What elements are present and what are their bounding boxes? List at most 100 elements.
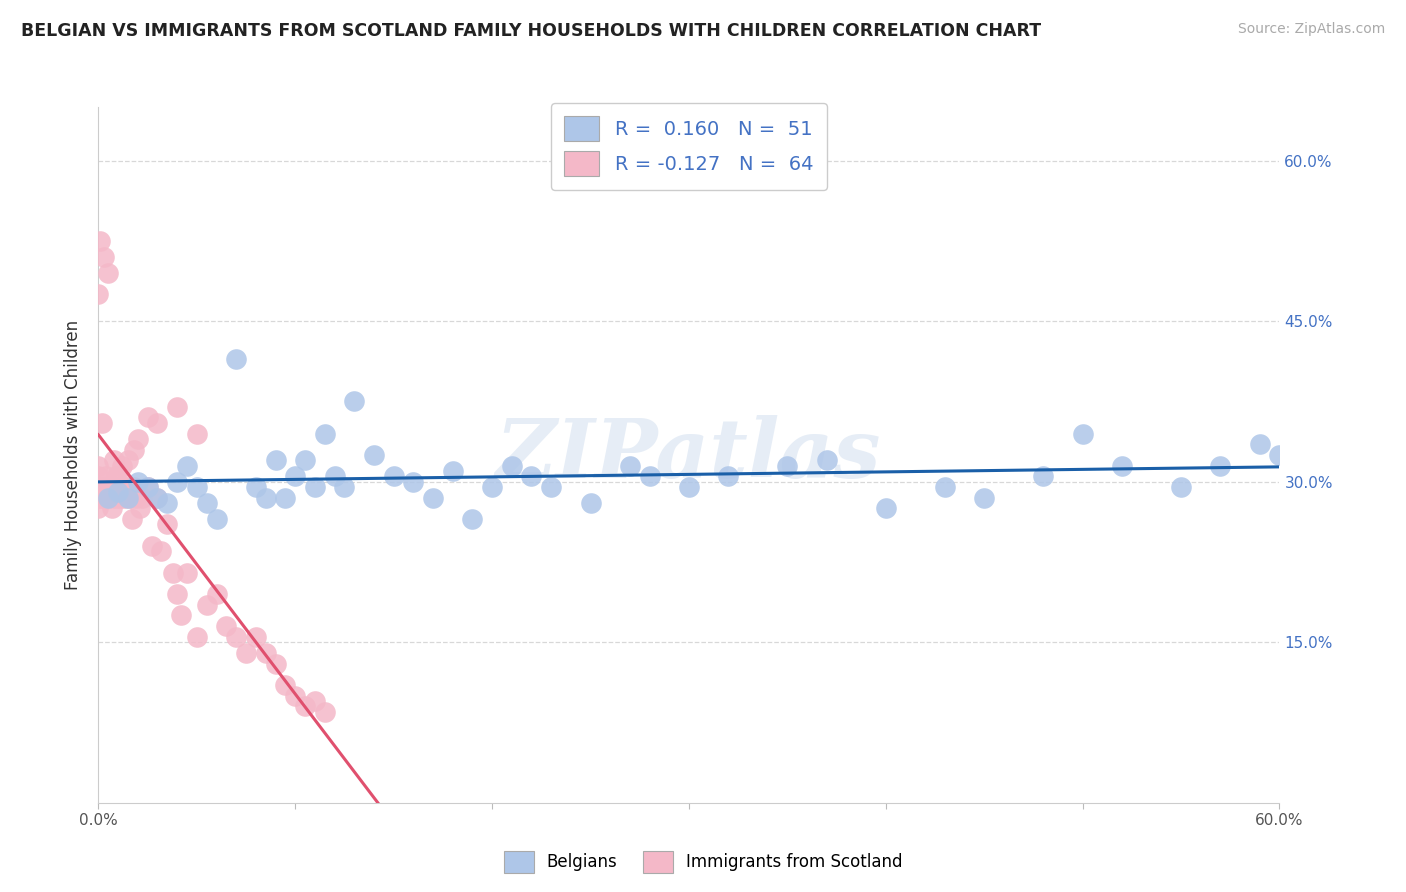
Point	[815, 453, 838, 467]
Text: Source: ZipAtlas.com: Source: ZipAtlas.com	[1237, 22, 1385, 37]
Point	[122, 442, 145, 457]
Text: BELGIAN VS IMMIGRANTS FROM SCOTLAND FAMILY HOUSEHOLDS WITH CHILDREN CORRELATION : BELGIAN VS IMMIGRANTS FROM SCOTLAND FAMI…	[21, 22, 1042, 40]
Point	[1032, 469, 1054, 483]
Point	[87, 469, 110, 483]
Point	[176, 566, 198, 580]
Point	[117, 453, 139, 467]
Point	[105, 469, 128, 483]
Point	[294, 453, 316, 467]
Point	[245, 480, 267, 494]
Point	[441, 464, 464, 478]
Point	[93, 480, 115, 494]
Point	[254, 646, 277, 660]
Point	[284, 689, 307, 703]
Point	[87, 287, 110, 301]
Point	[284, 469, 307, 483]
Point	[87, 501, 110, 516]
Point	[363, 448, 385, 462]
Point	[274, 678, 297, 692]
Point	[150, 544, 173, 558]
Point	[254, 491, 277, 505]
Point	[195, 496, 218, 510]
Point	[1071, 426, 1094, 441]
Point	[314, 705, 336, 719]
Point	[170, 608, 193, 623]
Point	[146, 491, 169, 505]
Point	[314, 426, 336, 441]
Point	[93, 250, 115, 264]
Point	[115, 491, 138, 505]
Point	[136, 410, 159, 425]
Point	[91, 416, 114, 430]
Point	[87, 491, 110, 505]
Point	[128, 501, 150, 516]
Point	[107, 485, 129, 500]
Point	[111, 458, 134, 473]
Point	[481, 480, 503, 494]
Point	[205, 512, 228, 526]
Point	[422, 491, 444, 505]
Point	[156, 496, 179, 510]
Point	[1268, 448, 1291, 462]
Point	[235, 646, 257, 660]
Point	[127, 485, 149, 500]
Point	[96, 469, 118, 483]
Point	[156, 517, 179, 532]
Point	[540, 480, 562, 494]
Legend: Belgians, Immigrants from Scotland: Belgians, Immigrants from Scotland	[496, 845, 910, 880]
Point	[103, 491, 125, 505]
Point	[146, 491, 169, 505]
Point	[176, 458, 198, 473]
Point	[638, 469, 661, 483]
Point	[162, 566, 184, 580]
Point	[101, 501, 124, 516]
Point	[333, 480, 356, 494]
Point	[91, 491, 114, 505]
Point	[205, 587, 228, 601]
Point	[131, 491, 153, 505]
Point	[98, 480, 121, 494]
Point	[127, 432, 149, 446]
Point	[461, 512, 484, 526]
Point	[107, 491, 129, 505]
Point	[678, 480, 700, 494]
Point	[520, 469, 543, 483]
Y-axis label: Family Households with Children: Family Households with Children	[65, 320, 83, 590]
Point	[619, 458, 641, 473]
Point	[304, 480, 326, 494]
Point	[186, 480, 208, 494]
Point	[117, 480, 139, 494]
Point	[245, 630, 267, 644]
Text: ZIPatlas: ZIPatlas	[496, 415, 882, 495]
Point	[304, 694, 326, 708]
Point	[215, 619, 238, 633]
Point	[117, 491, 139, 505]
Point	[1170, 480, 1192, 494]
Point	[776, 458, 799, 473]
Legend: R =  0.160   N =  51, R = -0.127   N =  64: R = 0.160 N = 51, R = -0.127 N = 64	[551, 103, 827, 190]
Point	[186, 630, 208, 644]
Point	[717, 469, 740, 483]
Point	[264, 453, 287, 467]
Point	[122, 480, 145, 494]
Point	[875, 501, 897, 516]
Point	[97, 491, 120, 505]
Point	[1111, 458, 1133, 473]
Point	[402, 475, 425, 489]
Point	[125, 491, 148, 505]
Point	[166, 587, 188, 601]
Point	[343, 394, 366, 409]
Point	[1209, 458, 1232, 473]
Point	[136, 480, 159, 494]
Point	[973, 491, 995, 505]
Point	[87, 458, 110, 473]
Point	[1249, 437, 1271, 451]
Point	[97, 266, 120, 280]
Point	[501, 458, 523, 473]
Point	[103, 453, 125, 467]
Point	[118, 491, 141, 505]
Point	[107, 469, 129, 483]
Point	[97, 491, 120, 505]
Point	[186, 426, 208, 441]
Point	[264, 657, 287, 671]
